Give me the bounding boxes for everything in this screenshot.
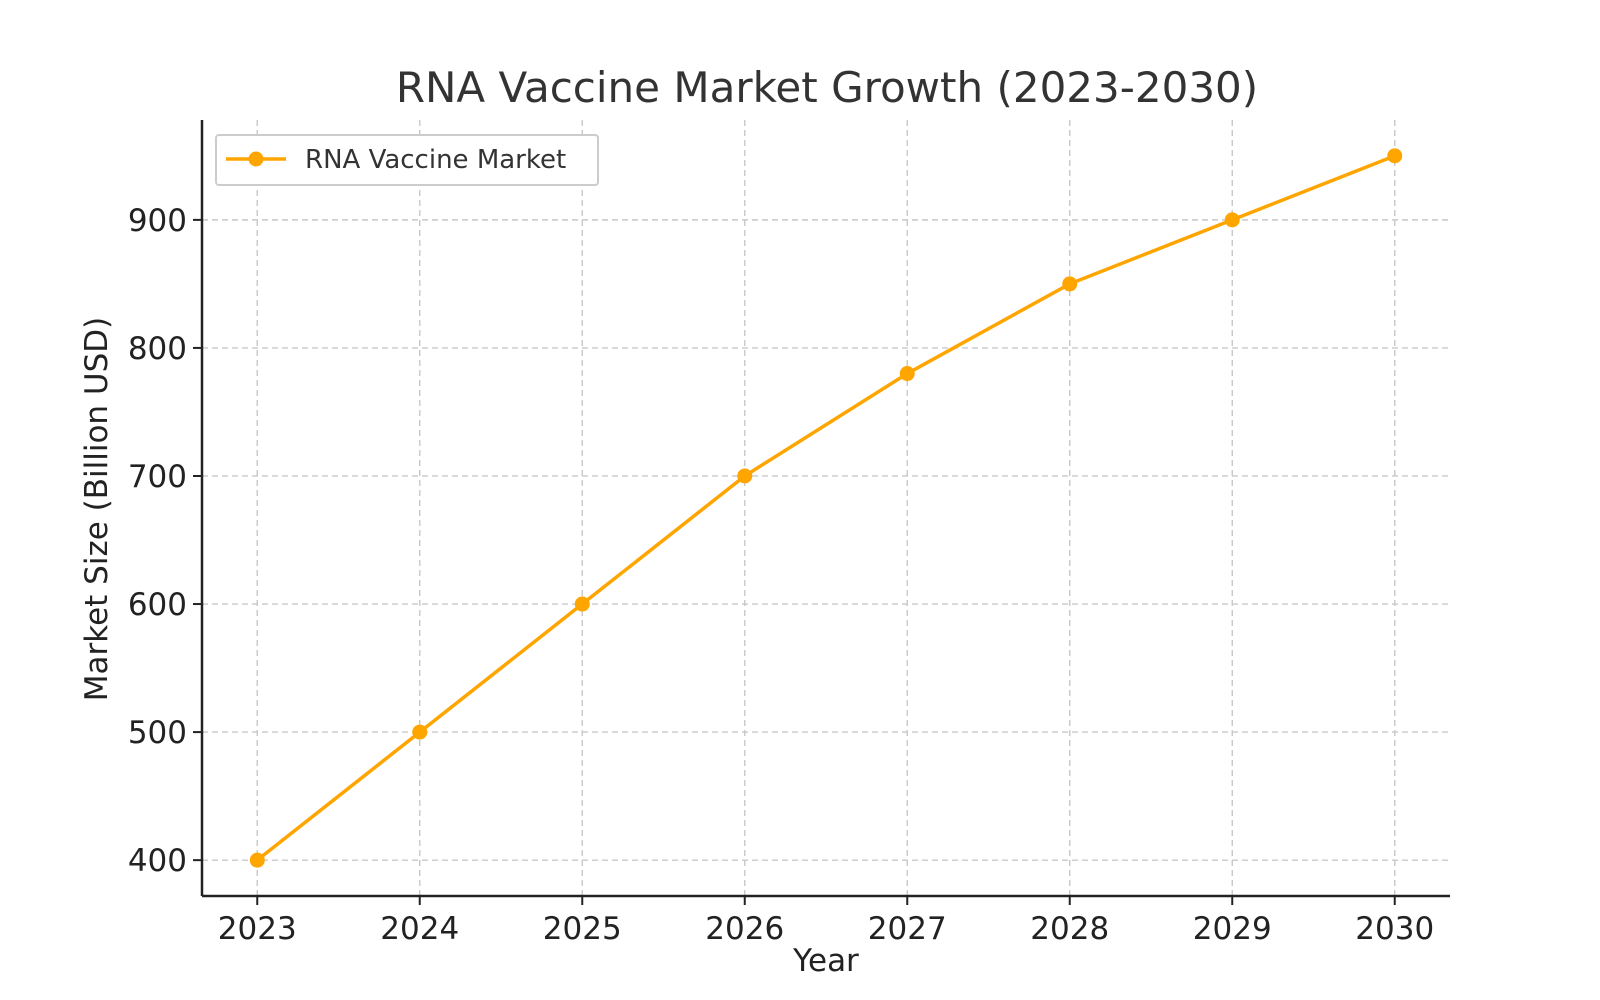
x-tick-label: 2030 xyxy=(1355,911,1434,947)
x-tick-label: 2026 xyxy=(705,911,784,947)
x-tick-label: 2028 xyxy=(1030,911,1109,947)
data-point xyxy=(574,596,590,612)
data-point xyxy=(412,724,428,740)
y-axis-label: Market Size (Billion USD) xyxy=(79,317,115,702)
data-point xyxy=(1224,212,1240,228)
chart-title: RNA Vaccine Market Growth (2023-2030) xyxy=(396,63,1258,112)
series-layer xyxy=(249,148,1403,868)
y-axis-ticks: 400 500 600 700 800 900 xyxy=(128,203,202,879)
legend-entry-label: RNA Vaccine Market xyxy=(305,145,566,175)
y-tick-label: 600 xyxy=(128,587,187,623)
x-axis-label: Year xyxy=(792,943,859,979)
y-tick-label: 500 xyxy=(128,715,187,751)
data-point xyxy=(249,852,265,868)
legend: RNA Vaccine Market xyxy=(215,134,599,186)
grid-lines xyxy=(202,120,1450,896)
data-point xyxy=(1062,276,1078,292)
x-tick-label: 2029 xyxy=(1193,911,1272,947)
y-tick-label: 700 xyxy=(128,459,187,495)
legend-box xyxy=(215,134,599,186)
y-tick-label: 900 xyxy=(128,203,187,239)
series-line xyxy=(255,154,1397,862)
data-point xyxy=(899,366,915,382)
legend-marker-swatch xyxy=(248,151,264,167)
x-tick-label: 2023 xyxy=(218,911,297,947)
x-axis-ticks: 2023 2024 2025 2026 2027 2028 2029 2030 xyxy=(218,896,1434,947)
data-point xyxy=(737,468,753,484)
y-tick-label: 800 xyxy=(128,331,187,367)
x-tick-label: 2025 xyxy=(543,911,622,947)
x-tick-label: 2024 xyxy=(380,911,459,947)
y-tick-label: 400 xyxy=(128,843,187,879)
data-point xyxy=(1387,148,1403,164)
x-tick-label: 2027 xyxy=(868,911,947,947)
